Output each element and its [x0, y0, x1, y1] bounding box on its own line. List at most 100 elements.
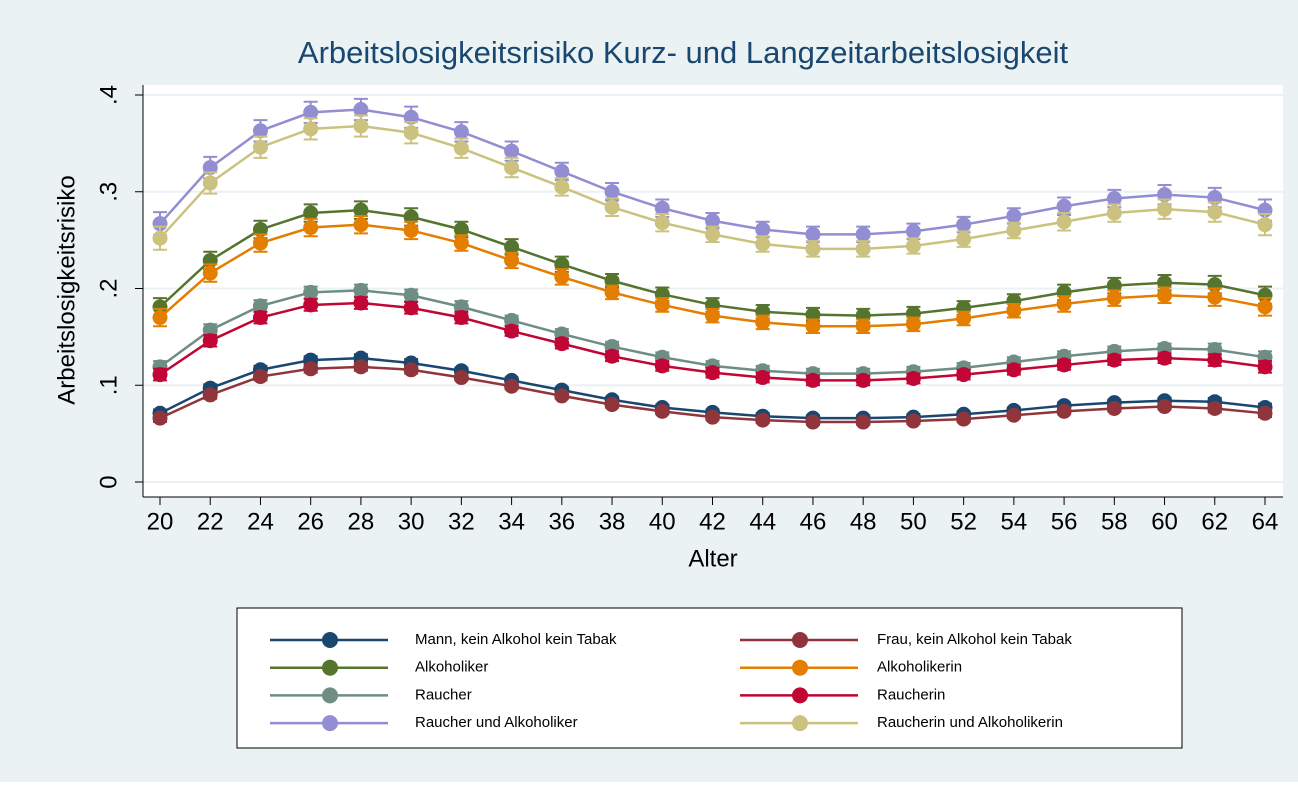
marker [453, 221, 469, 237]
marker [303, 205, 319, 221]
marker [403, 287, 419, 303]
marker [604, 348, 620, 364]
marker [1006, 303, 1022, 319]
marker [403, 222, 419, 238]
marker [453, 310, 469, 326]
marker [1207, 400, 1223, 416]
marker [353, 282, 369, 298]
marker [1257, 299, 1273, 315]
marker [1006, 208, 1022, 224]
marker [604, 284, 620, 300]
marker [252, 298, 268, 314]
marker [1157, 350, 1173, 366]
x-axis-label: Alter [688, 545, 737, 572]
marker [152, 310, 168, 326]
marker [1106, 352, 1122, 368]
marker [705, 226, 720, 242]
legend-label: Raucherin und Alkoholikerin [877, 714, 1063, 731]
marker [1006, 362, 1022, 378]
marker [1157, 399, 1173, 415]
marker [1056, 198, 1072, 214]
legend-label: Alkoholikerin [877, 659, 962, 676]
x-tick-label: 30 [398, 508, 425, 535]
marker [353, 359, 369, 375]
marker [1207, 204, 1223, 220]
marker [504, 312, 520, 328]
marker [353, 295, 369, 311]
marker [1157, 201, 1173, 217]
marker [202, 175, 218, 191]
x-tick-label: 38 [599, 508, 626, 535]
legend-marker [322, 715, 338, 732]
marker [1006, 222, 1022, 238]
marker [152, 230, 168, 246]
marker [1257, 217, 1273, 233]
marker [252, 235, 268, 251]
x-tick-label: 32 [448, 508, 475, 535]
marker [1106, 205, 1122, 221]
y-tick-label: .1 [95, 375, 122, 395]
chart-title: Arbeitslosigkeitsrisiko Kurz- und Langze… [298, 35, 1069, 70]
marker [905, 413, 921, 429]
marker [353, 217, 369, 233]
marker [654, 215, 670, 231]
marker [1106, 278, 1122, 294]
marker [453, 235, 469, 251]
marker [252, 139, 268, 155]
x-tick-label: 58 [1101, 508, 1128, 535]
marker [905, 370, 921, 386]
legend-label: Raucher und Alkoholiker [415, 714, 578, 731]
x-tick-label: 22 [197, 508, 224, 535]
marker [855, 241, 871, 257]
marker [353, 102, 369, 118]
marker [1257, 405, 1273, 421]
marker [1207, 190, 1223, 206]
marker [303, 284, 319, 300]
x-tick-label: 24 [247, 508, 274, 535]
marker [1106, 191, 1122, 207]
marker [1106, 400, 1122, 416]
marker [554, 269, 570, 285]
marker [905, 223, 921, 239]
marker [504, 252, 520, 268]
marker [755, 221, 771, 237]
legend-marker [322, 687, 338, 704]
marker [252, 123, 268, 139]
marker [956, 411, 972, 427]
marker [202, 333, 218, 349]
marker [403, 362, 419, 378]
marker [905, 238, 921, 254]
marker [1106, 290, 1122, 306]
marker [755, 412, 771, 428]
marker [1207, 289, 1223, 305]
marker [654, 200, 670, 216]
marker [152, 299, 168, 315]
marker [403, 125, 419, 141]
x-tick-label: 28 [348, 508, 375, 535]
marker [403, 300, 419, 316]
legend-marker [322, 632, 338, 648]
legend-marker [792, 632, 808, 648]
x-tick-label: 20 [147, 508, 174, 535]
legend-label: Alkoholiker [415, 659, 488, 676]
marker [1157, 187, 1173, 203]
y-tick-label: .3 [95, 182, 122, 202]
marker [353, 202, 369, 218]
marker [1006, 407, 1022, 423]
marker [1157, 275, 1173, 291]
marker [855, 414, 871, 430]
marker [252, 369, 268, 385]
legend-label: Raucher [415, 686, 472, 703]
legend-label: Mann, kein Alkohol kein Tabak [415, 631, 617, 648]
x-tick-label: 60 [1151, 508, 1178, 535]
plot: 0 .1 .2 .3 .4 20 22 24 26 28 30 32 34 36 38 40 42 44 46 48 5… [95, 85, 1283, 732]
legend [236, 607, 1183, 749]
x-tick-label: 64 [1252, 508, 1279, 535]
marker [403, 209, 419, 225]
y-axis-label: Arbeitslosigkeitsrisiko [53, 175, 80, 404]
marker [956, 231, 972, 247]
marker [554, 163, 570, 179]
marker [252, 310, 268, 326]
x-tick-label: 54 [1001, 508, 1028, 535]
marker [604, 273, 620, 289]
